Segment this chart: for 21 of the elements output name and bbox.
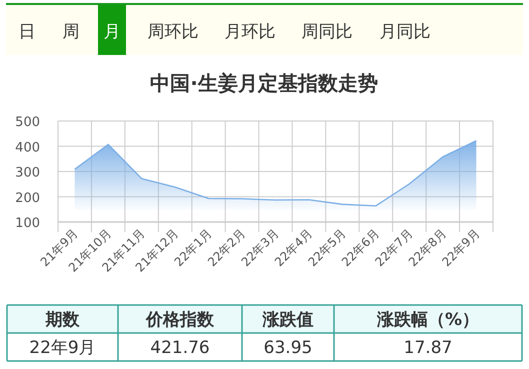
text: 周 [62, 22, 80, 42]
text: 周同比 [302, 22, 352, 42]
y-tick-label: 300 [15, 166, 40, 180]
text: 月同比 [380, 22, 430, 42]
text: 涨跌幅（%） [376, 310, 480, 330]
text: 421.76 [150, 338, 210, 358]
text: 17.87 [404, 338, 452, 358]
text: 22年9月 [29, 338, 96, 358]
text: 周环比 [148, 22, 198, 42]
text: 涨跌值 [262, 310, 314, 330]
text: 价格指数 [145, 310, 215, 330]
text: 63.95 [264, 338, 312, 358]
y-tick-label: 500 [15, 115, 40, 130]
text: 期数 [44, 310, 80, 330]
text: 月环比 [224, 22, 276, 42]
text: 日 [18, 22, 36, 42]
y-tick-label: 100 [15, 216, 40, 231]
text: 月 [104, 22, 120, 42]
y-tick-label: 200 [15, 190, 40, 206]
y-tick-label: 400 [15, 140, 40, 156]
chart-title: 中国·生姜月定基指数走势 [150, 71, 378, 95]
